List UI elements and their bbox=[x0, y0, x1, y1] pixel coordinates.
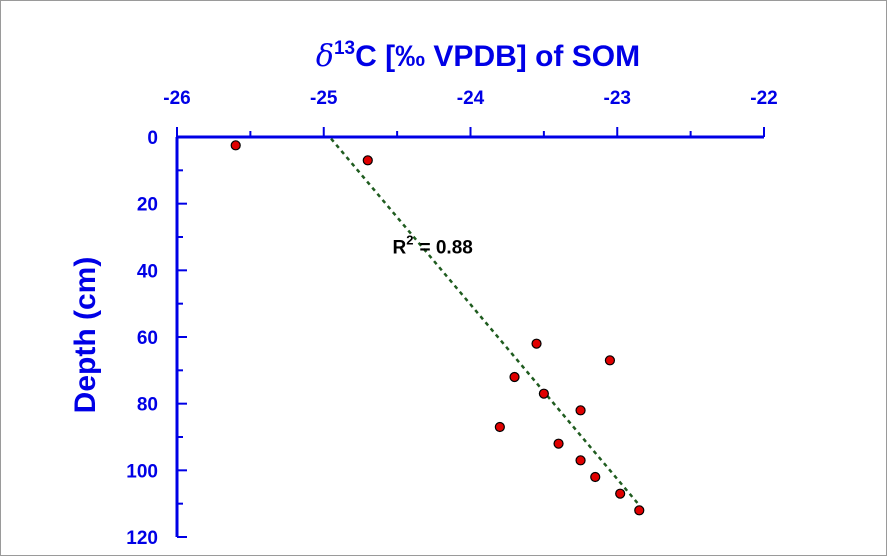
x-tick-label: -22 bbox=[750, 88, 777, 109]
r-squared-label: R bbox=[393, 238, 407, 259]
data-point bbox=[553, 438, 564, 449]
y-tick-label: 80 bbox=[137, 395, 158, 416]
trendline bbox=[330, 137, 644, 510]
x-axis-title-text: C [‰ VPDB] of SOM bbox=[355, 40, 640, 73]
x-tick-label: -23 bbox=[604, 88, 631, 109]
x-tick-label: -25 bbox=[310, 88, 338, 109]
x-tick-label: -24 bbox=[457, 88, 485, 109]
x-axis-title-superscript: 13 bbox=[334, 38, 355, 59]
data-point bbox=[230, 140, 241, 151]
y-tick-label: 60 bbox=[137, 328, 158, 349]
plot-area: -26 -25 -24 -23 -22 0 20 40 60 80 100 120 bbox=[126, 88, 777, 549]
y-tick-label: 120 bbox=[126, 528, 158, 549]
data-point bbox=[531, 338, 542, 349]
data-point bbox=[615, 488, 626, 499]
y-tick-label: 100 bbox=[126, 461, 158, 482]
r-squared-value: = 0.88 bbox=[419, 238, 472, 259]
x-tick-label: -26 bbox=[163, 88, 190, 109]
data-point bbox=[575, 455, 586, 466]
data-point bbox=[509, 371, 520, 383]
data-point bbox=[575, 405, 586, 416]
r-squared-annotation: R2 = 0.88 bbox=[393, 233, 473, 259]
data-point bbox=[604, 355, 616, 366]
data-point bbox=[634, 505, 645, 516]
y-tick-label: 20 bbox=[137, 195, 158, 216]
x-axis-title: δ13C [‰ VPDB] of SOM bbox=[316, 38, 640, 74]
y-tick-label: 0 bbox=[147, 128, 158, 149]
data-point bbox=[538, 388, 549, 399]
data-point bbox=[494, 421, 505, 433]
x-axis-title-delta: δ bbox=[316, 39, 334, 74]
r-squared-superscript: 2 bbox=[406, 233, 413, 248]
y-tick-label: 40 bbox=[137, 261, 158, 282]
data-point bbox=[590, 471, 601, 483]
data-point bbox=[362, 155, 373, 166]
y-axis-title: Depth (cm) bbox=[69, 257, 102, 414]
